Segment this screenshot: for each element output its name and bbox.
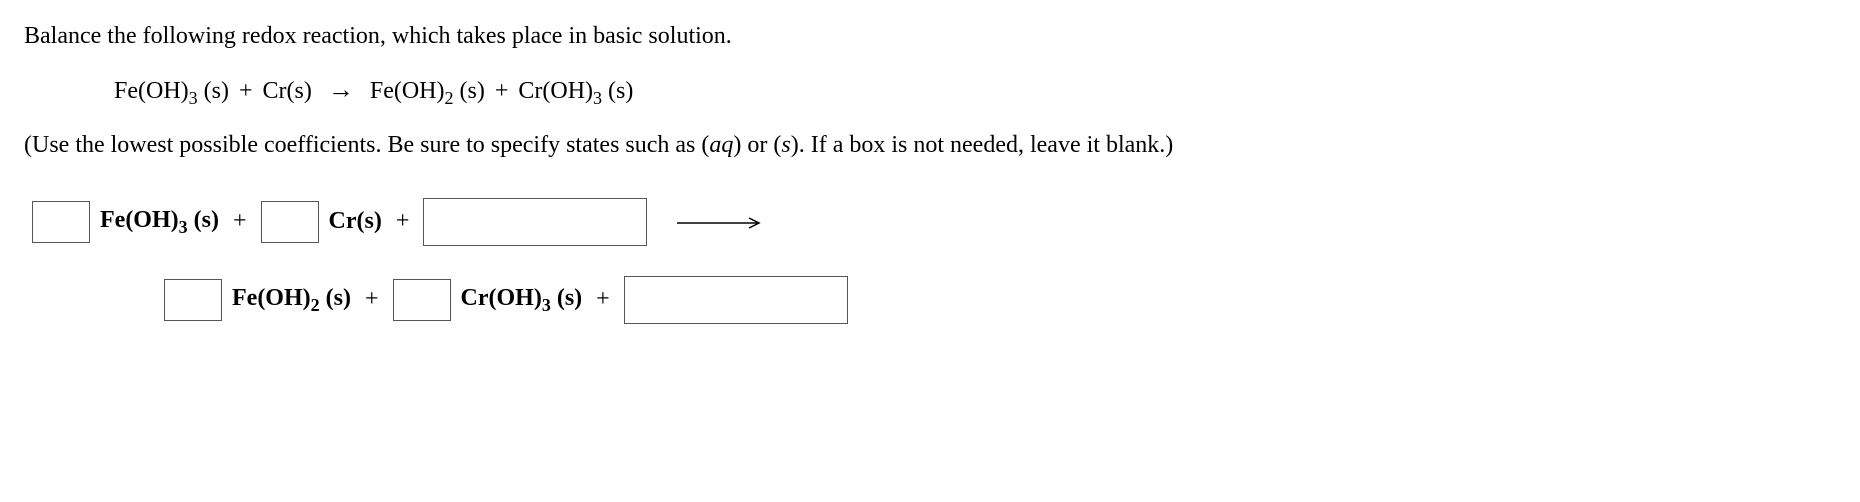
species-feoh3: Fe(OH)3 (s) — [100, 204, 219, 240]
coef-feoh2-input[interactable] — [164, 279, 222, 321]
coef-cr-input[interactable] — [261, 201, 319, 243]
extra-reactant-input[interactable] — [423, 198, 647, 246]
reactants-row: Fe(OH)3 (s) + Cr(s) + — [32, 198, 1836, 246]
species-feoh2: Fe(OH)2 (s) — [232, 282, 351, 318]
plus-sign: + — [596, 283, 610, 317]
reaction-arrow: → — [328, 75, 354, 104]
plus-sign: + — [396, 205, 410, 239]
instruction-text: (Use the lowest possible coefficients. B… — [24, 129, 1836, 163]
long-reaction-arrow — [677, 205, 767, 239]
extra-product-input[interactable] — [624, 276, 848, 324]
coef-feoh3-input[interactable] — [32, 201, 90, 243]
unbalanced-equation: Fe(OH)3 (s) + Cr(s) → Fe(OH)2 (s) + Cr(O… — [114, 72, 1836, 111]
coef-croh3-input[interactable] — [393, 279, 451, 321]
species-croh3: Cr(OH)3 (s) — [461, 282, 583, 318]
problem-prompt: Balance the following redox reaction, wh… — [24, 20, 1836, 54]
plus-sign: + — [233, 205, 247, 239]
products-row: Fe(OH)2 (s) + Cr(OH)3 (s) + — [164, 276, 1836, 324]
plus-sign: + — [365, 283, 379, 317]
species-cr: Cr(s) — [329, 205, 382, 239]
